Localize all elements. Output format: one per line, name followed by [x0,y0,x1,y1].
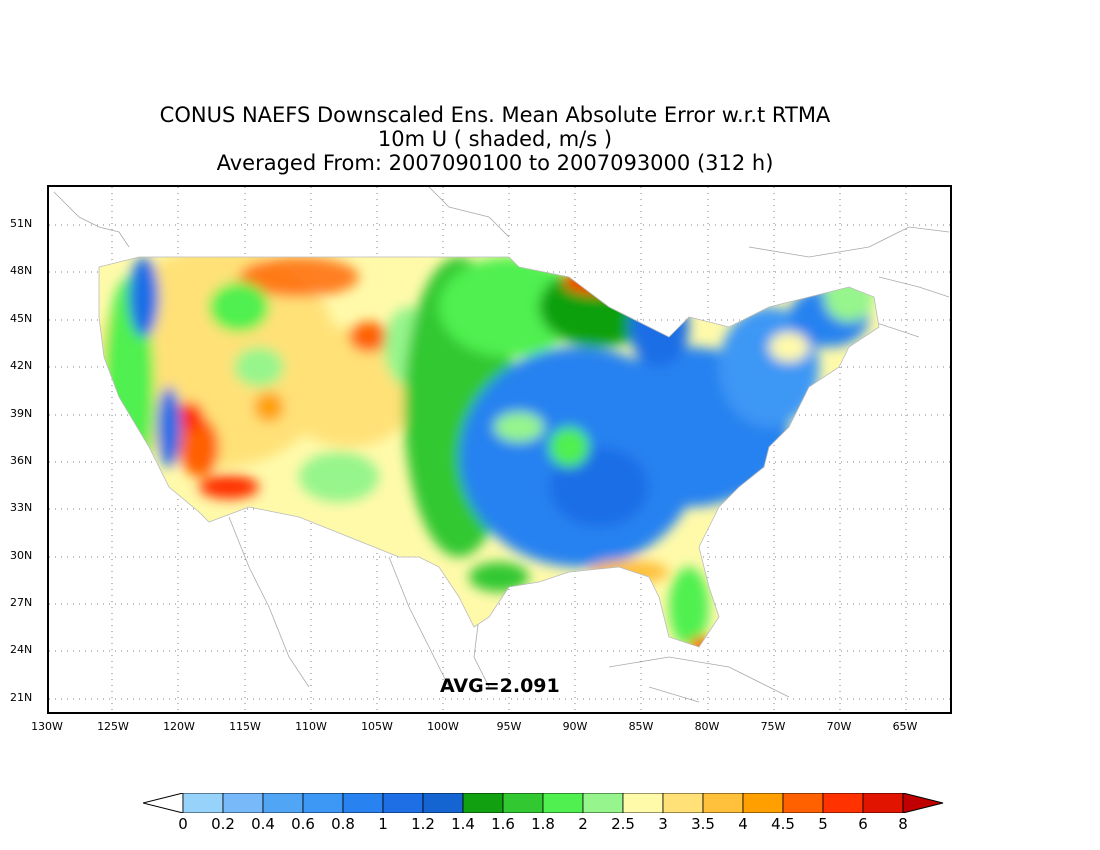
colorbar-segment [182,793,224,813]
colorbar-label: 1.4 [451,815,475,833]
colorbar-segment [342,793,384,813]
lon-label: 110W [295,720,327,733]
lat-label: 36N [10,454,33,467]
colorbar-label: 0.6 [291,815,315,833]
colorbar-label: 6 [858,815,868,833]
color-scale-bar [143,793,944,813]
colorbar-label: 3.5 [691,815,715,833]
colorbar-segment [622,793,664,813]
colorbar-segment [302,793,344,813]
lon-label: 75W [760,720,786,733]
lat-label: 24N [10,643,33,656]
colorbar-label: 0.2 [211,815,235,833]
lat-label: 39N [10,407,33,420]
colorbar-label: 3 [658,815,668,833]
lat-label: 27N [10,596,33,609]
colorbar-label: 8 [898,815,908,833]
map-title-line3: Averaged From: 2007090100 to 2007093000 … [216,151,774,175]
lon-label: 80W [694,720,720,733]
colorbar-label: 0.8 [331,815,355,833]
average-value-label: AVG=2.091 [440,675,560,697]
lat-label: 51N [10,217,33,230]
colorbar-label: 4.5 [771,815,795,833]
colorbar-label: 5 [818,815,828,833]
colorbar-segment [582,793,624,813]
colorbar-segment [382,793,424,813]
lon-label: 125W [97,720,129,733]
lon-label: 65W [892,720,918,733]
shaded-error-field [99,257,879,647]
lon-label: 120W [163,720,195,733]
lon-label: 115W [229,720,261,733]
colorbar-segment [143,793,184,813]
lon-label: 95W [496,720,522,733]
colorbar-label: 1.8 [531,815,555,833]
coastline-outlines [53,187,950,703]
colorbar-label: 1.2 [411,815,435,833]
map-panel [47,185,952,714]
colorbar-segment [782,793,824,813]
lon-label: 100W [427,720,459,733]
conus-outline [98,256,880,648]
colorbar-label: 1.6 [491,815,515,833]
colorbar-segment [422,793,464,813]
lat-label: 21N [10,691,33,704]
lon-label: 85W [628,720,654,733]
colorbar-segment [222,793,264,813]
colorbar-segment [462,793,504,813]
colorbar-label: 2 [578,815,588,833]
map-title-line1: CONUS NAEFS Downscaled Ens. Mean Absolut… [159,103,831,127]
lon-label: 70W [826,720,852,733]
colorbar-segment [662,793,704,813]
lat-label: 42N [10,359,33,372]
colorbar-segment [822,793,864,813]
lon-label: 130W [31,720,63,733]
lat-label: 30N [10,549,33,562]
colorbar-label: 4 [738,815,748,833]
lat-label: 45N [10,312,33,325]
lat-label: 48N [10,264,33,277]
colorbar-segment [902,793,944,813]
colorbar-segment [742,793,784,813]
colorbar-label: 0 [178,815,188,833]
colorbar-segment [542,793,584,813]
map-title-line2: 10m U ( shaded, m/s ) [377,127,613,151]
lon-label: 105W [361,720,393,733]
colorbar-label: 1 [378,815,388,833]
colorbar-segment [262,793,304,813]
lon-label: 90W [562,720,588,733]
colorbar-label: 0.4 [251,815,275,833]
colorbar-segment [862,793,904,813]
colorbar-segment [702,793,744,813]
colorbar-label: 2.5 [611,815,635,833]
colorbar-segment [502,793,544,813]
lat-label: 33N [10,501,33,514]
error-field-map [49,187,950,712]
